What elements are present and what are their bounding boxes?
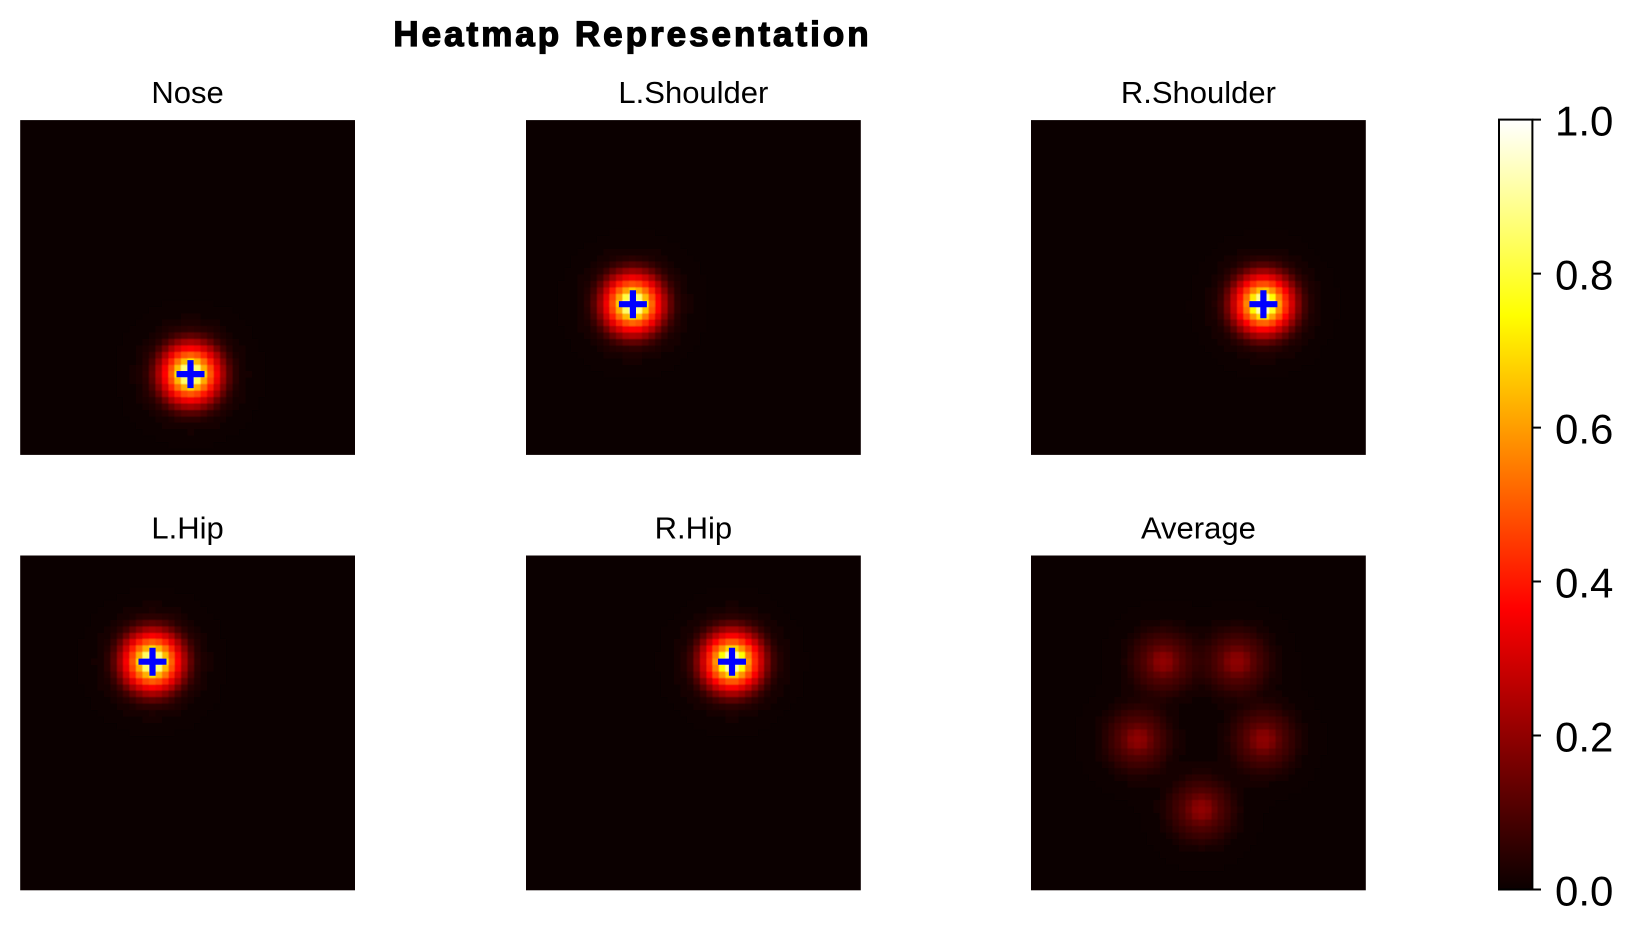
svg-text:0.8: 0.8 bbox=[1555, 252, 1613, 299]
svg-text:0.2: 0.2 bbox=[1555, 714, 1613, 761]
svg-text:R.Shoulder: R.Shoulder bbox=[1121, 75, 1276, 110]
svg-text:L.Shoulder: L.Shoulder bbox=[618, 75, 768, 110]
svg-text:1.0: 1.0 bbox=[1555, 98, 1613, 145]
svg-text:0.6: 0.6 bbox=[1555, 406, 1613, 453]
svg-text:0.4: 0.4 bbox=[1555, 560, 1613, 607]
svg-text:Heatmap Representation: Heatmap Representation bbox=[393, 15, 871, 54]
svg-text:R.Hip: R.Hip bbox=[655, 511, 733, 546]
svg-text:Nose: Nose bbox=[151, 75, 223, 110]
svg-text:Average: Average bbox=[1141, 511, 1256, 546]
svg-text:0.0: 0.0 bbox=[1555, 868, 1613, 915]
svg-text:L.Hip: L.Hip bbox=[151, 511, 223, 546]
